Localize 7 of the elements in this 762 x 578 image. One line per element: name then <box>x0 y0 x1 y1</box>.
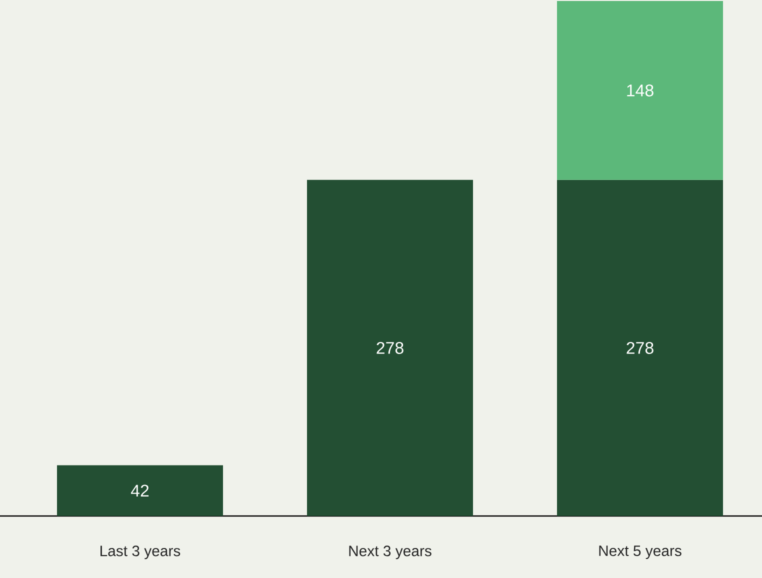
data-label: 42 <box>130 484 149 497</box>
x-tick-label: Next 5 years <box>599 546 682 560</box>
data-label: 278 <box>376 342 404 354</box>
x-tick-label: Next 3 years <box>349 546 432 560</box>
data-label: 148 <box>627 84 654 96</box>
x-tick-label: Last 3 years <box>100 546 180 560</box>
data-label: 278 <box>626 342 654 354</box>
